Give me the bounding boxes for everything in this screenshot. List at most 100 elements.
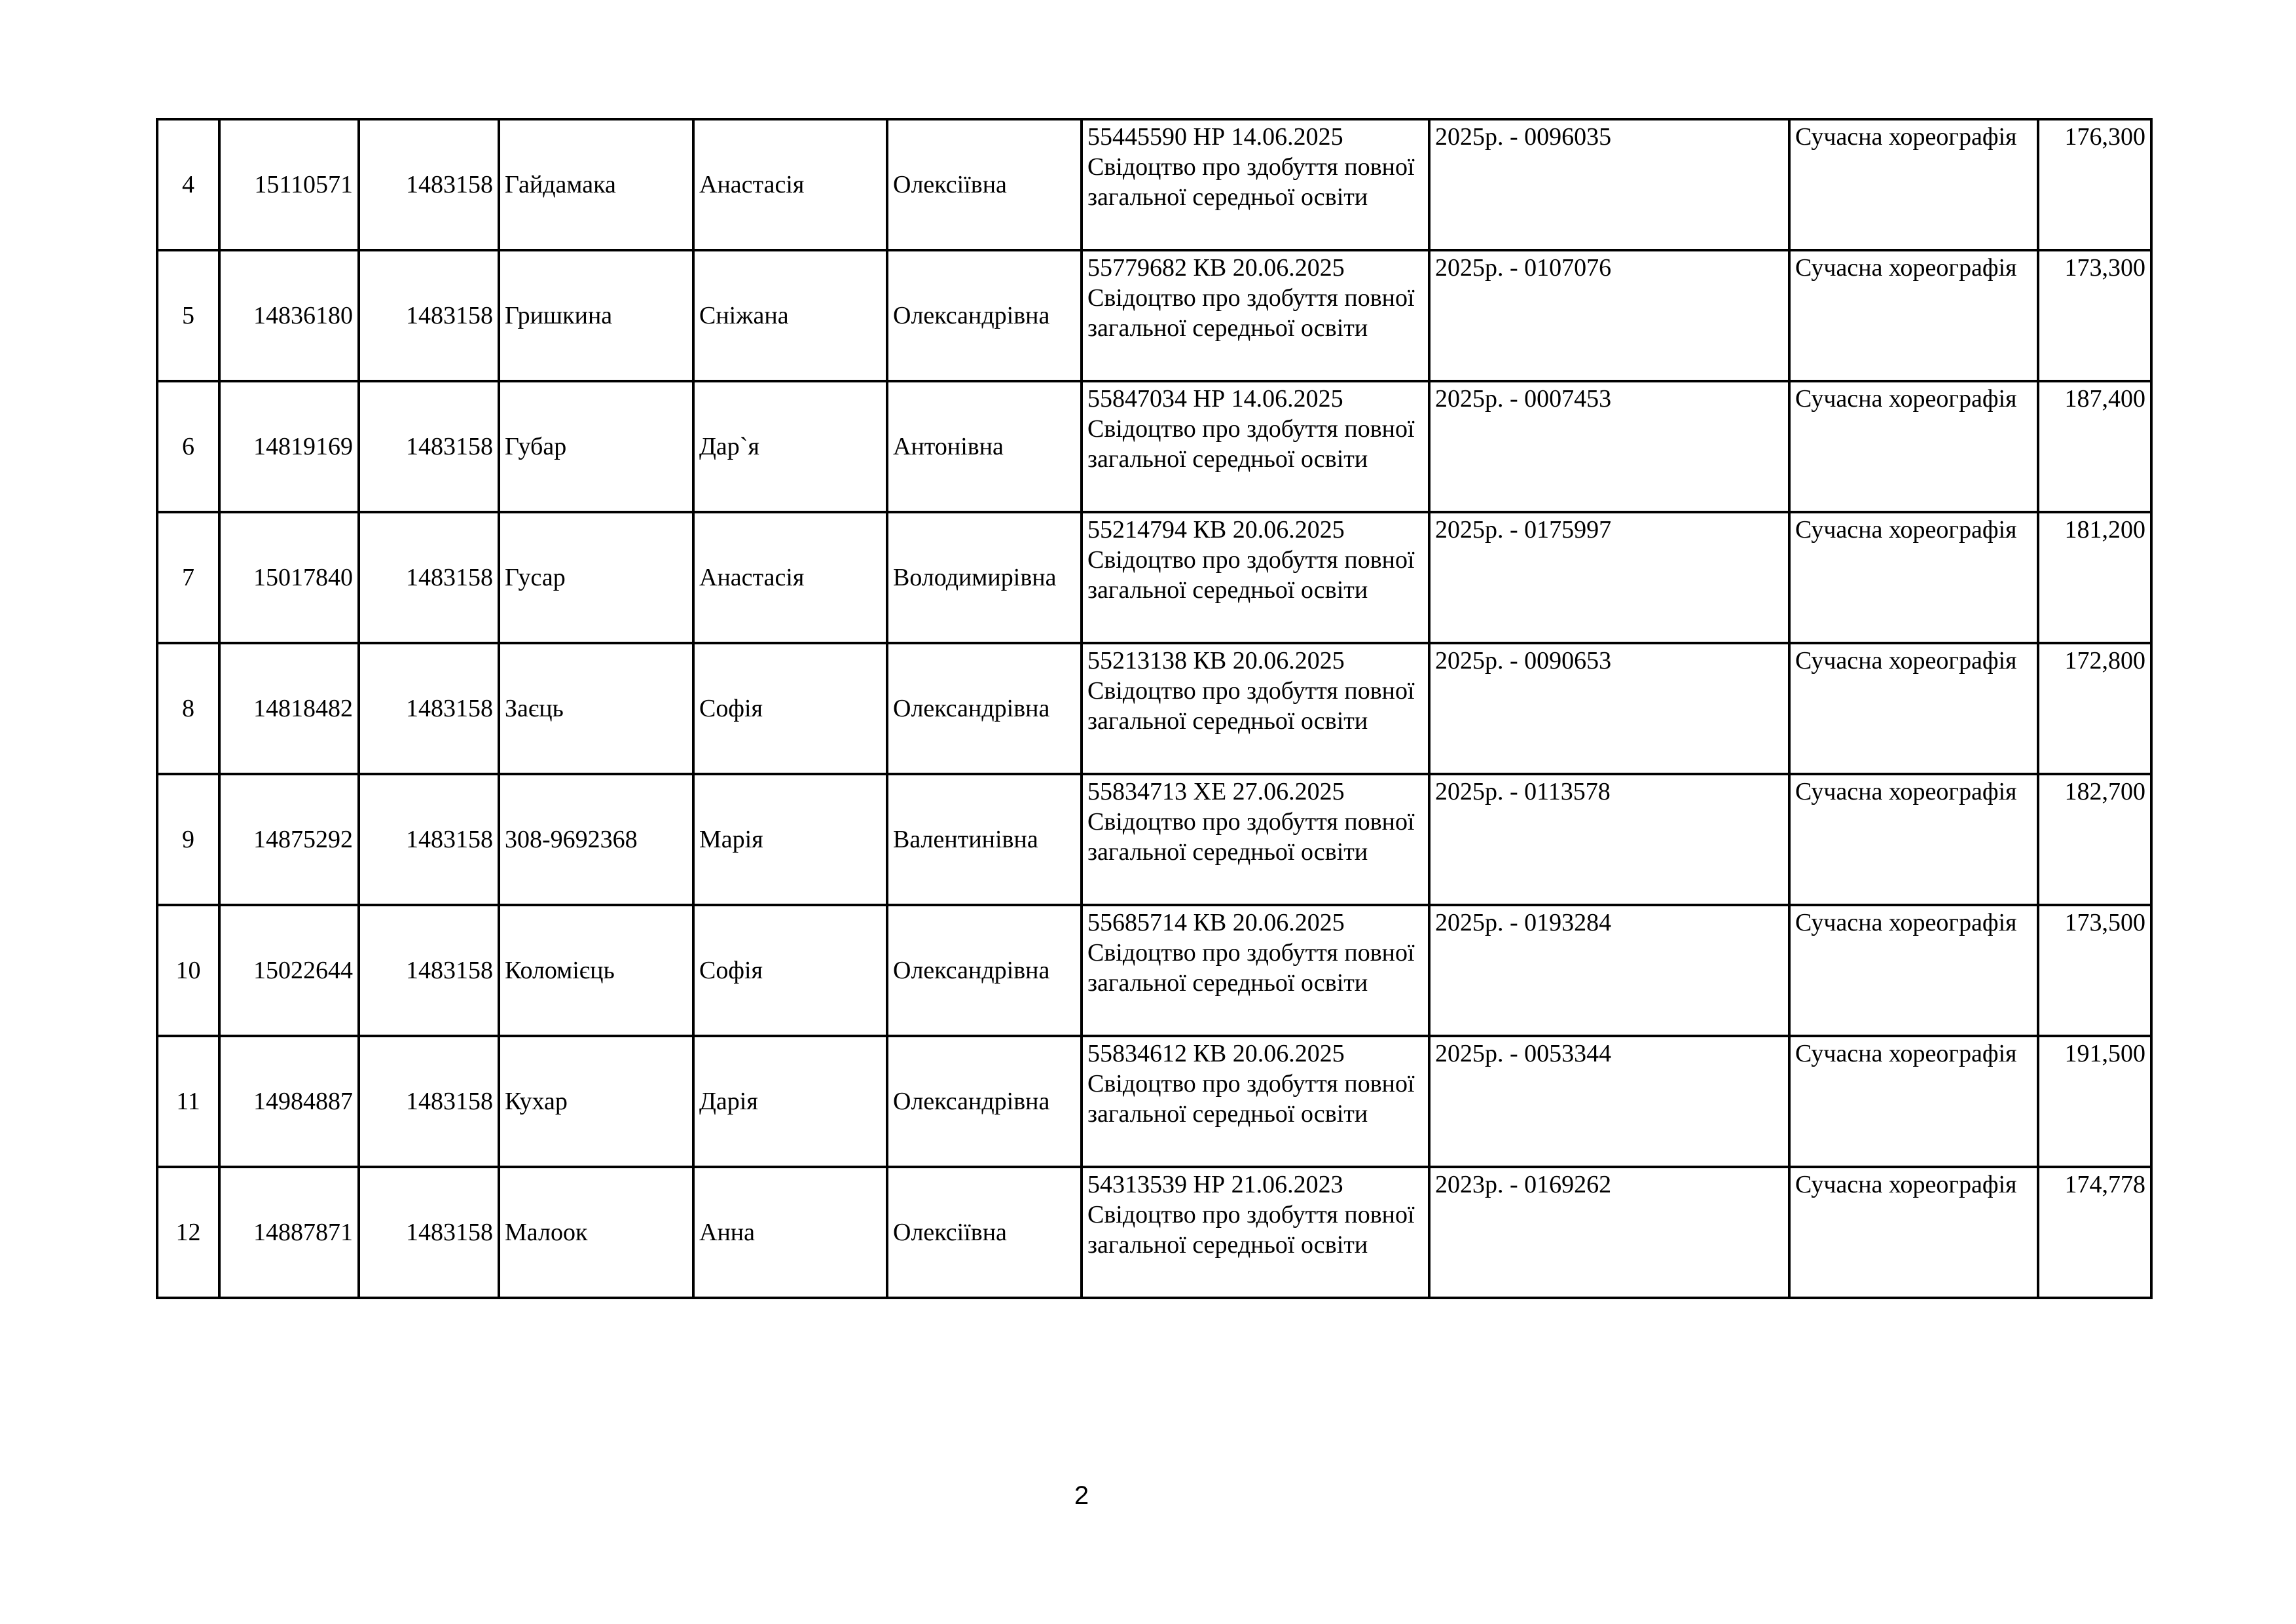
cell-specialty: Сучасна хореографія [1788,249,2039,382]
cell-surname: Кухар [498,1035,695,1168]
document-number: 55779682 КВ 20.06.2025 [1087,254,1345,282]
cell-patronymic: Валентинівна [886,773,1083,906]
document-type: Свідоцтво про здобуття повної загальної … [1087,153,1415,211]
cell-application-id: 15110571 [218,118,360,251]
cell-patronymic: Олександрівна [886,1035,1083,1168]
cell-education-document: 54313539 НР 21.06.2023 Свідоцтво про здоб… [1080,1166,1430,1299]
cell-specialty: Сучасна хореографія [1788,904,2039,1037]
cell-certificate-number: 2025р. - 0107076 [1428,249,1791,382]
cell-patronymic: Олексіївна [886,118,1083,251]
cell-row-number: 6 [156,380,221,513]
cell-program-code: 1483158 [357,904,500,1037]
cell-patronymic: Олександрівна [886,904,1083,1037]
table-row: 11 14984887 1483158 Кухар Дарія Олександрівна… [156,1035,2153,1168]
cell-surname: Губар [498,380,695,513]
document-type: Свідоцтво про здобуття повної загальної … [1087,415,1415,473]
cell-specialty: Сучасна хореографія [1788,1166,2039,1299]
cell-first-name: Марія [692,773,888,906]
cell-first-name: Сніжана [692,249,888,382]
cell-certificate-number: 2025р. - 0193284 [1428,904,1791,1037]
cell-competitive-score: 172,800 [2037,642,2153,775]
cell-patronymic: Олександрівна [886,249,1083,382]
table-row: 9 14875292 1483158 308-9692368 Марія Валентин… [156,773,2153,906]
cell-competitive-score: 173,300 [2037,249,2153,382]
cell-application-id: 15017840 [218,511,360,644]
cell-first-name: Анастасія [692,511,888,644]
document-type: Свідоцтво про здобуття повної загальної … [1087,1201,1415,1259]
cell-row-number: 11 [156,1035,221,1168]
cell-surname: Гришкина [498,249,695,382]
document-number: 55214794 КВ 20.06.2025 [1087,516,1345,544]
cell-application-id: 14887871 [218,1166,360,1299]
cell-application-id: 14875292 [218,773,360,906]
cell-surname: Коломієць [498,904,695,1037]
cell-education-document: 55834713 ХЕ 27.06.2025 Свідоцтво про здоб… [1080,773,1430,906]
cell-row-number: 12 [156,1166,221,1299]
cell-application-id: 14818482 [218,642,360,775]
cell-education-document: 55779682 КВ 20.06.2025 Свідоцтво про здоб… [1080,249,1430,382]
cell-surname: 308-9692368 [498,773,695,906]
cell-education-document: 55213138 КВ 20.06.2025 Свідоцтво про здоб… [1080,642,1430,775]
cell-surname: Гайдамака [498,118,695,251]
document-type: Свідоцтво про здобуття повної загальної … [1087,808,1415,866]
cell-certificate-number: 2025р. - 0113578 [1428,773,1791,906]
cell-row-number: 5 [156,249,221,382]
document-type: Свідоцтво про здобуття повної загальної … [1087,284,1415,342]
cell-program-code: 1483158 [357,249,500,382]
table-row: 7 15017840 1483158 Гусар Анастасія Володимирі… [156,511,2153,644]
cell-program-code: 1483158 [357,773,500,906]
document-number: 55445590 НР 14.06.2025 [1087,123,1343,151]
cell-program-code: 1483158 [357,642,500,775]
cell-first-name: Софія [692,904,888,1037]
table-row: 10 15022644 1483158 Коломієць Софія Олександр… [156,904,2153,1037]
cell-competitive-score: 191,500 [2037,1035,2153,1168]
document-number: 55834612 КВ 20.06.2025 [1087,1040,1345,1067]
cell-certificate-number: 2023р. - 0169262 [1428,1166,1791,1299]
cell-certificate-number: 2025р. - 0090653 [1428,642,1791,775]
cell-education-document: 55685714 КВ 20.06.2025 Свідоцтво про здоб… [1080,904,1430,1037]
document-number: 55213138 КВ 20.06.2025 [1087,647,1345,674]
cell-row-number: 7 [156,511,221,644]
cell-certificate-number: 2025р. - 0175997 [1428,511,1791,644]
cell-certificate-number: 2025р. - 0053344 [1428,1035,1791,1168]
cell-patronymic: Олексіївна [886,1166,1083,1299]
cell-application-id: 14836180 [218,249,360,382]
cell-education-document: 55214794 КВ 20.06.2025 Свідоцтво про здоб… [1080,511,1430,644]
cell-patronymic: Олександрівна [886,642,1083,775]
cell-specialty: Сучасна хореографія [1788,773,2039,906]
cell-patronymic: Володимирівна [886,511,1083,644]
cell-education-document: 55834612 КВ 20.06.2025 Свідоцтво про здоб… [1080,1035,1430,1168]
cell-program-code: 1483158 [357,1035,500,1168]
table-row: 12 14887871 1483158 Малоок Анна Олексіївна 543… [156,1166,2153,1299]
cell-program-code: 1483158 [357,118,500,251]
cell-surname: Гусар [498,511,695,644]
cell-row-number: 10 [156,904,221,1037]
cell-specialty: Сучасна хореографія [1788,380,2039,513]
document-type: Свідоцтво про здобуття повної загальної … [1087,677,1415,735]
cell-education-document: 55847034 НР 14.06.2025 Свідоцтво про здоб… [1080,380,1430,513]
cell-program-code: 1483158 [357,511,500,644]
cell-specialty: Сучасна хореографія [1788,642,2039,775]
document-number: 54313539 НР 21.06.2023 [1087,1171,1343,1198]
table-row: 8 14818482 1483158 Заєць Софія Олександрівна 5… [156,642,2153,775]
document-type: Свідоцтво про здобуття повної загальної … [1087,939,1415,997]
cell-competitive-score: 176,300 [2037,118,2153,251]
document-number: 55685714 КВ 20.06.2025 [1087,909,1345,936]
document-type: Свідоцтво про здобуття повної загальної … [1087,546,1415,604]
cell-competitive-score: 173,500 [2037,904,2153,1037]
cell-education-document: 55445590 НР 14.06.2025 Свідоцтво про здоб… [1080,118,1430,251]
table-row: 4 15110571 1483158 Гайдамака Анастасія Олексі… [156,118,2153,251]
page-number: 2 [1074,1481,1089,1510]
cell-program-code: 1483158 [357,380,500,513]
cell-row-number: 9 [156,773,221,906]
cell-specialty: Сучасна хореографія [1788,1035,2039,1168]
cell-competitive-score: 187,400 [2037,380,2153,513]
cell-certificate-number: 2025р. - 0096035 [1428,118,1791,251]
cell-competitive-score: 182,700 [2037,773,2153,906]
cell-application-id: 15022644 [218,904,360,1037]
table-row: 5 14836180 1483158 Гришкина Сніжана Олександр… [156,249,2153,382]
cell-specialty: Сучасна хореографія [1788,511,2039,644]
cell-row-number: 8 [156,642,221,775]
cell-competitive-score: 181,200 [2037,511,2153,644]
cell-patronymic: Антонівна [886,380,1083,513]
